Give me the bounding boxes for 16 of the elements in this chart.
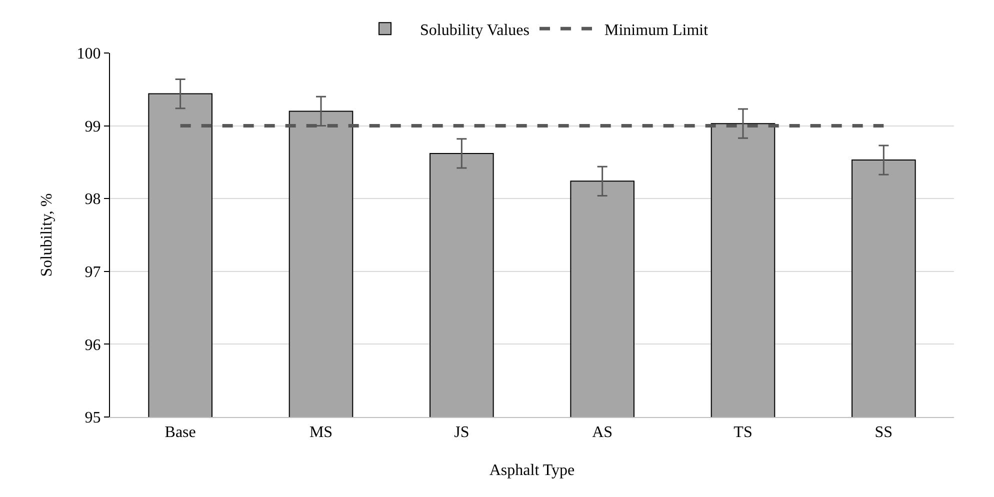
y-axis-title: Solubility, % (38, 193, 56, 277)
y-tick-label: 98 (84, 191, 101, 208)
x-tick-label: Base (164, 424, 196, 442)
y-tick-label: 99 (84, 118, 101, 136)
x-tick-label: AS (592, 424, 613, 442)
legend-label: Solubility Values (420, 22, 530, 39)
y-tick-label: 95 (84, 410, 101, 427)
y-tick-label: 100 (76, 46, 101, 63)
x-tick-label: SS (874, 424, 893, 442)
x-tick-label: JS (454, 424, 470, 442)
y-tick-label: 96 (84, 336, 101, 354)
x-tick-label: MS (309, 424, 333, 442)
legend-label: Minimum Limit (604, 22, 709, 39)
x-axis-title: Asphalt Type (489, 462, 575, 479)
y-tick-label: 97 (84, 264, 101, 281)
x-tick-label: TS (734, 424, 752, 442)
